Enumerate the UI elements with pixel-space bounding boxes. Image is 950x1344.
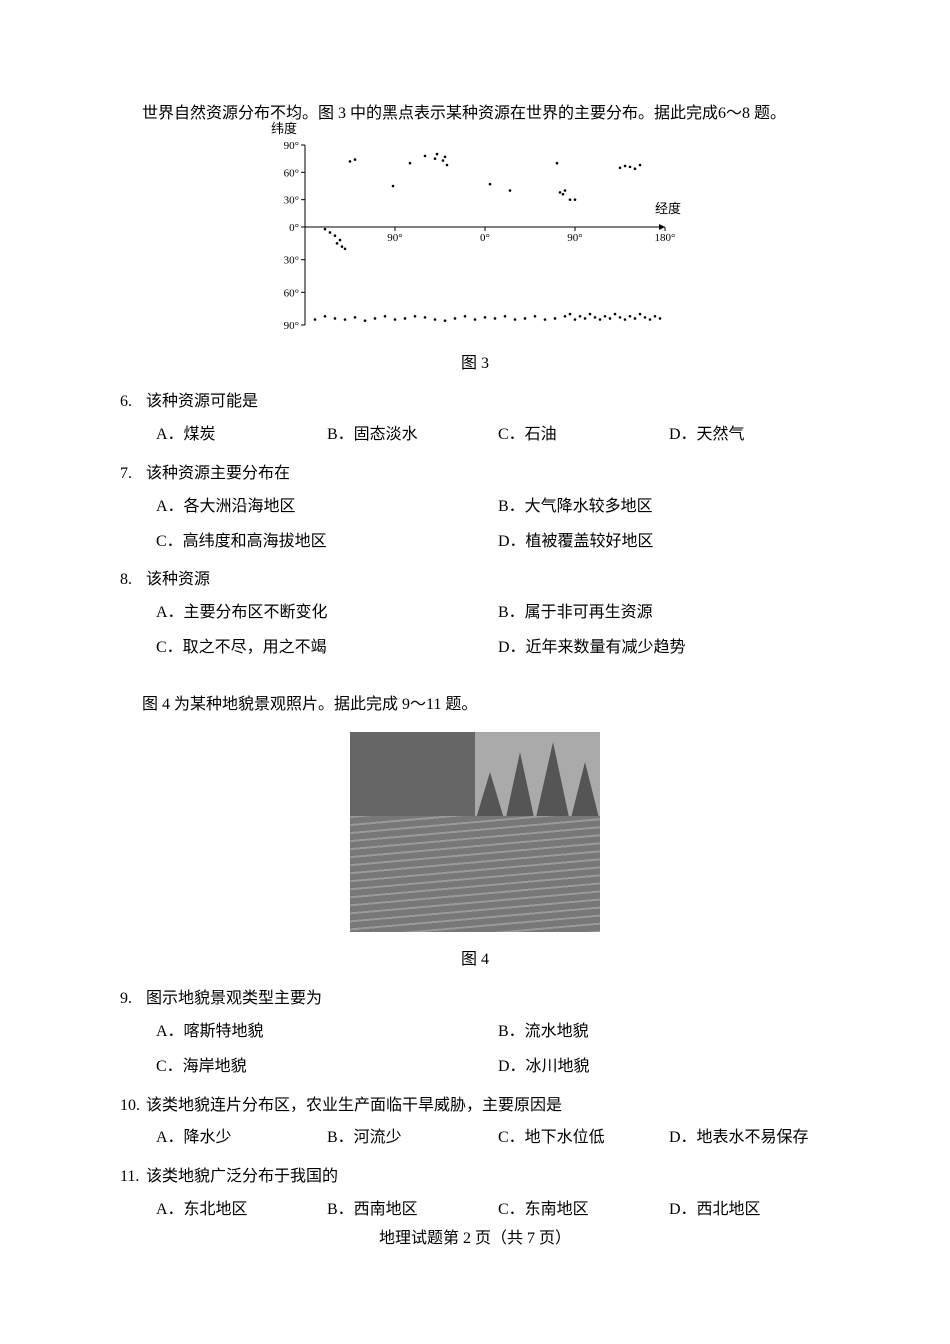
q8-opt-c: C．取之不尽，用之不竭: [156, 634, 498, 663]
svg-text:60°: 60°: [284, 167, 299, 179]
q6-opt-d: D．天然气: [669, 421, 840, 450]
q8-opt-a: A．主要分布区不断变化: [156, 599, 498, 628]
q10-opt-d: D．地表水不易保存: [669, 1124, 840, 1153]
svg-text:90°: 90°: [387, 232, 402, 244]
svg-text:90°: 90°: [284, 140, 299, 152]
q9-opt-a: A．喀斯特地貌: [156, 1018, 498, 1047]
q8-num: 8.: [120, 566, 146, 595]
q6-opt-a: A．煤炭: [156, 421, 327, 450]
svg-text:180°: 180°: [655, 232, 675, 244]
q8-opt-b: B．属于非可再生资源: [498, 599, 840, 628]
question-7: 7.该种资源主要分布在 A．各大洲沿海地区 B．大气降水较多地区 C．高纬度和高…: [110, 460, 840, 556]
figure-4-wrapper: 图 4: [110, 732, 840, 976]
svg-text:90°: 90°: [567, 232, 582, 244]
figure-3-wrapper: 纬度 经度 90°60°30°0°30°60°90°90°0°90°180° 图…: [110, 135, 840, 379]
y-axis-label: 纬度: [271, 117, 297, 140]
question-11: 11.该类地貌广泛分布于我国的 A．东北地区 B．西南地区 C．东南地区 D．西…: [110, 1163, 840, 1225]
q11-opt-b: B．西南地区: [327, 1196, 498, 1225]
svg-text:30°: 30°: [284, 194, 299, 206]
q7-opt-a: A．各大洲沿海地区: [156, 493, 498, 522]
svg-text:0°: 0°: [480, 232, 490, 244]
q10-stem: 该类地貌连片分布区，农业生产面临干旱威胁，主要原因是: [146, 1092, 562, 1121]
q11-opt-c: C．东南地区: [498, 1196, 669, 1225]
passage-intro-1: 世界自然资源分布不均。图 3 中的黑点表示某种资源在世界的主要分布。据此完成6～…: [110, 100, 840, 129]
svg-text:90°: 90°: [284, 320, 299, 332]
svg-text:60°: 60°: [284, 287, 299, 299]
q11-opt-d: D．西北地区: [669, 1196, 840, 1225]
figure-3-caption: 图 3: [110, 350, 840, 379]
q9-opt-b: B．流水地貌: [498, 1018, 840, 1047]
x-axis-label: 经度: [655, 197, 681, 220]
passage-intro-2: 图 4 为某种地貌景观照片。据此完成 9～11 题。: [110, 691, 840, 720]
q9-opt-c: C．海岸地貌: [156, 1053, 498, 1082]
q10-num: 10.: [120, 1092, 146, 1121]
q10-opt-a: A．降水少: [156, 1124, 327, 1153]
q7-opt-c: C．高纬度和高海拔地区: [156, 528, 498, 557]
question-6: 6.该种资源可能是 A．煤炭 B．固态淡水 C．石油 D．天然气: [110, 388, 840, 450]
scatter-plot: 90° 60° 30° 0° 30° 60° 90° 90° 0° 90° 180°: [275, 135, 675, 335]
terrace-pattern: [350, 816, 600, 932]
q6-opt-b: B．固态淡水: [327, 421, 498, 450]
q9-num: 9.: [120, 985, 146, 1014]
question-9: 9.图示地貌景观类型主要为 A．喀斯特地貌 B．流水地貌 C．海岸地貌 D．冰川…: [110, 985, 840, 1081]
q7-opt-d: D．植被覆盖较好地区: [498, 528, 840, 557]
q11-opt-a: A．东北地区: [156, 1196, 327, 1225]
q7-opt-b: B．大气降水较多地区: [498, 493, 840, 522]
q11-stem: 该类地貌广泛分布于我国的: [146, 1163, 338, 1192]
page-footer: 地理试题第 2 页（共 7 页）: [0, 1225, 950, 1254]
q8-stem: 该种资源: [146, 566, 210, 595]
q8-opt-d: D．近年来数量有减少趋势: [498, 634, 840, 663]
q7-stem: 该种资源主要分布在: [146, 460, 290, 489]
q9-opt-d: D．冰川地貌: [498, 1053, 840, 1082]
question-10: 10.该类地貌连片分布区，农业生产面临干旱威胁，主要原因是 A．降水少 B．河流…: [110, 1092, 840, 1154]
svg-text:0°: 0°: [289, 222, 299, 234]
q9-stem: 图示地貌景观类型主要为: [146, 985, 322, 1014]
karst-peaks-icon: [475, 732, 600, 822]
figure-3-chart: 纬度 经度 90°60°30°0°30°60°90°90°0°90°180°: [275, 135, 675, 335]
question-8: 8.该种资源 A．主要分布区不断变化 B．属于非可再生资源 C．取之不尽，用之不…: [110, 566, 840, 662]
figure-4-caption: 图 4: [110, 946, 840, 975]
figure-4-photo: [350, 732, 600, 932]
q11-num: 11.: [120, 1163, 146, 1192]
q7-num: 7.: [120, 460, 146, 489]
q10-opt-c: C．地下水位低: [498, 1124, 669, 1153]
q10-opt-b: B．河流少: [327, 1124, 498, 1153]
q6-stem: 该种资源可能是: [146, 388, 258, 417]
q6-num: 6.: [120, 388, 146, 417]
q6-opt-c: C．石油: [498, 421, 669, 450]
svg-text:30°: 30°: [284, 254, 299, 266]
